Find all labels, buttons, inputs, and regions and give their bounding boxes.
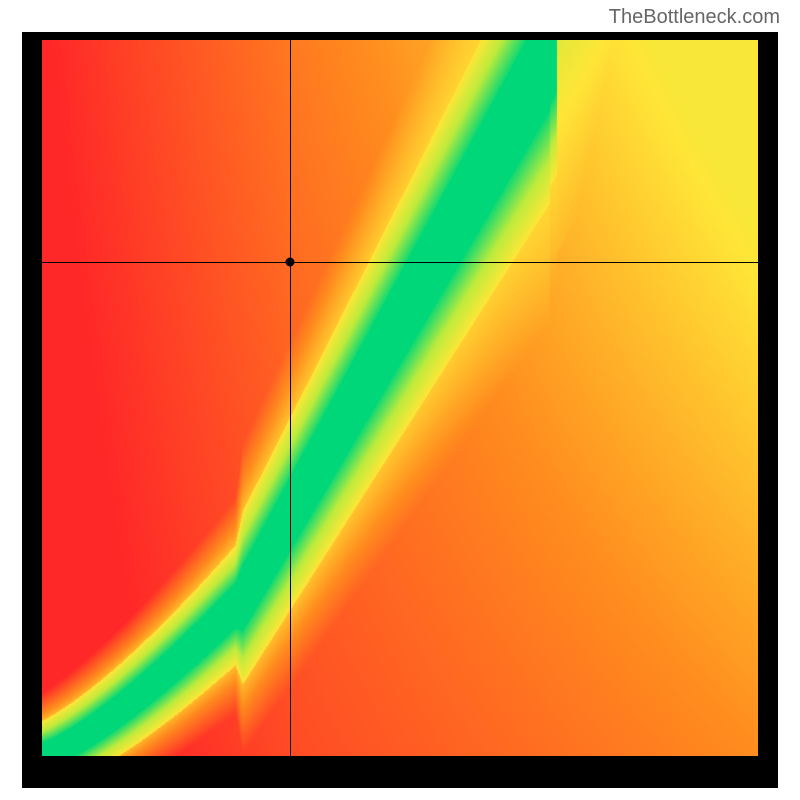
selected-point-marker xyxy=(285,257,294,266)
chart-black-frame xyxy=(22,32,778,788)
heatmap-canvas xyxy=(42,40,758,756)
watermark-text: TheBottleneck.com xyxy=(609,6,780,29)
plot-area xyxy=(42,40,758,756)
figure-container: TheBottleneck.com xyxy=(0,0,800,800)
crosshair-horizontal xyxy=(42,262,758,263)
crosshair-vertical xyxy=(290,40,291,756)
